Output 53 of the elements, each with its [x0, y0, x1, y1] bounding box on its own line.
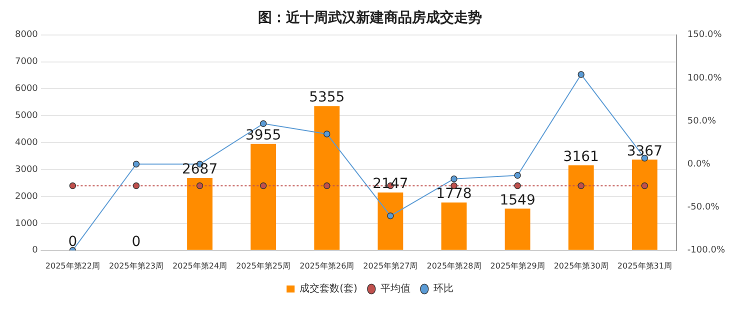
y-tick-label: 8000 [15, 30, 38, 40]
data-label: 0 [68, 234, 78, 250]
data-label: 5355 [309, 90, 345, 106]
x-tick-label: 2025年第29周 [490, 261, 545, 270]
x-tick-label: 2025年第25周 [236, 261, 291, 270]
data-label: 2147 [372, 176, 408, 192]
x-tick-label: 2025年第26周 [300, 261, 354, 270]
x-tick-label: 2025年第31周 [617, 261, 672, 270]
x-tick-label: 2025年第27周 [363, 261, 418, 270]
y-tick-label: 5000 [15, 110, 38, 121]
point [132, 160, 140, 168]
y-tick-label: 0 [32, 246, 38, 256]
point [260, 120, 267, 127]
bar [314, 106, 340, 250]
x-tick-label: 2025年第23周 [108, 261, 164, 270]
bar [441, 202, 467, 250]
data-label: 1778 [436, 186, 472, 202]
data-label: 1549 [500, 192, 536, 208]
point [324, 130, 330, 138]
y-tick-label: 6000 [15, 84, 38, 94]
point [450, 175, 458, 182]
x-tick-label: 2025年第24周 [172, 261, 228, 270]
x-tick-label: 2025年第30周 [554, 261, 608, 270]
bar [250, 144, 276, 250]
chart-title: 图：近十周武汉新建商品房成交走势 [258, 9, 482, 26]
y2-tick-label: -50.0% [687, 202, 720, 213]
bar [632, 160, 658, 250]
y-tick-label: 3000 [15, 164, 38, 175]
y-tick-label: 1000 [15, 218, 38, 229]
legend-label: 成交套数(套) [300, 282, 358, 295]
point [578, 71, 584, 78]
legend-label: 环比 [433, 282, 454, 295]
y-tick-label: 4000 [15, 138, 38, 148]
y2-tick-label: 0.0% [687, 160, 711, 170]
data-label: 0 [132, 234, 141, 250]
bar [504, 208, 530, 250]
point [514, 172, 521, 179]
bar [568, 165, 594, 250]
y2-tick-label: 150.0% [687, 30, 722, 40]
data-label: 3161 [563, 148, 599, 165]
y-tick-label: 7000 [15, 57, 38, 68]
bar [378, 192, 404, 250]
y-tick-label: 2000 [15, 192, 38, 202]
data-label: 3955 [246, 127, 282, 144]
x-tick-label: 2025年第28周 [426, 261, 482, 270]
y2-tick-label: -100.0% [687, 246, 726, 256]
y2-tick-label: 100.0% [687, 73, 722, 84]
legend-label: 平均值 [380, 282, 410, 295]
y2-tick-label: 50.0% [687, 116, 716, 126]
data-label: 2687 [182, 162, 218, 178]
x-tick-label: 2025年第22周 [45, 261, 100, 270]
bar [187, 178, 212, 250]
point [387, 212, 394, 220]
